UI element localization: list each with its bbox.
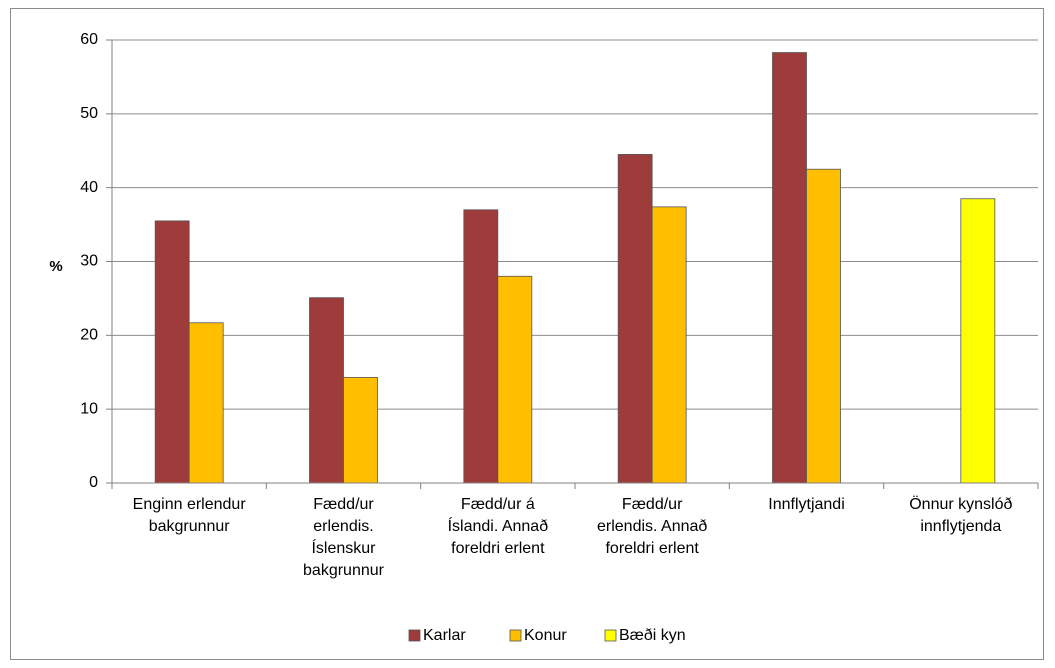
y-tick-label: 10 bbox=[80, 400, 98, 417]
legend-swatch bbox=[604, 629, 617, 642]
legend: Karlar Konur Bæði kyn bbox=[408, 627, 686, 644]
y-tick-label: 60 bbox=[80, 31, 98, 48]
bar-konur bbox=[343, 377, 378, 484]
x-tick-labels: Enginn erlendur bakgrunnur Fædd/ur erlendis… bbox=[133, 495, 1013, 579]
x-tick-label-line: bakgrunnur bbox=[149, 518, 231, 535]
x-tick-label-line: Íslenskur bbox=[311, 538, 376, 557]
x-tick-label-line: Fædd/ur á bbox=[461, 496, 535, 513]
legend-label: Bæði kyn bbox=[619, 627, 686, 644]
x-tick-label: Önnur kynslóð innflytjenda bbox=[909, 495, 1012, 535]
x-tick-label-line: Innflytjandi bbox=[768, 496, 845, 513]
x-tick-label: Fædd/ur erlendis. Íslenskur bakgrunnur bbox=[303, 496, 385, 579]
bar-karlar bbox=[617, 154, 653, 484]
y-tick-label: 40 bbox=[80, 179, 98, 196]
legend-swatch bbox=[408, 629, 421, 642]
x-tick-label-line: bakgrunnur bbox=[303, 562, 385, 579]
bar-karlar bbox=[772, 52, 807, 484]
x-tick-label-line: Önnur kynslóð bbox=[909, 495, 1012, 513]
bar-konur bbox=[188, 322, 224, 484]
x-tick-label-line: erlendis. Annað bbox=[597, 518, 707, 535]
legend-label: Konur bbox=[524, 627, 567, 644]
x-tick-label: Innflytjandi bbox=[768, 496, 845, 513]
y-tick-labels: 0 10 20 30 40 50 60 bbox=[80, 31, 98, 491]
legend-swatch bbox=[509, 629, 522, 642]
bar-karlar bbox=[463, 209, 499, 484]
x-tick-label-line: Íslandi. Annað bbox=[448, 516, 549, 535]
x-tick-label: Enginn erlendur bakgrunnur bbox=[133, 496, 247, 535]
y-tick-label: 20 bbox=[80, 327, 98, 344]
x-tick-label-line: Fædd/ur bbox=[313, 496, 374, 513]
bar-karlar bbox=[309, 297, 344, 484]
x-tick-label-line: Enginn erlendur bbox=[133, 496, 247, 513]
x-tick-label-line: innflytjenda bbox=[920, 518, 1001, 535]
x-tick-label-line: Fædd/ur bbox=[622, 496, 683, 513]
bar-konur bbox=[497, 275, 533, 484]
gridlines bbox=[106, 39, 1038, 484]
bar-bæði-kyn bbox=[960, 198, 996, 484]
y-tick-label: 0 bbox=[89, 474, 98, 491]
legend-label: Karlar bbox=[423, 627, 466, 644]
y-axis-label: % bbox=[49, 258, 62, 275]
bars bbox=[111, 52, 1039, 489]
x-tick-label-line: erlendis. bbox=[313, 518, 373, 535]
x-tick-label-line: foreldri erlent bbox=[451, 540, 545, 557]
x-tick-label: Fædd/ur erlendis. Annað foreldri erlent bbox=[597, 496, 707, 557]
bar-karlar bbox=[154, 220, 190, 484]
bar-konur bbox=[651, 206, 687, 484]
x-tick-label: Fædd/ur á Íslandi. Annað foreldri erlent bbox=[448, 496, 549, 557]
y-tick-label: 50 bbox=[80, 105, 98, 122]
bar-konur bbox=[806, 168, 841, 484]
x-tick-label-line: foreldri erlent bbox=[605, 540, 699, 557]
y-tick-label: 30 bbox=[80, 253, 98, 270]
